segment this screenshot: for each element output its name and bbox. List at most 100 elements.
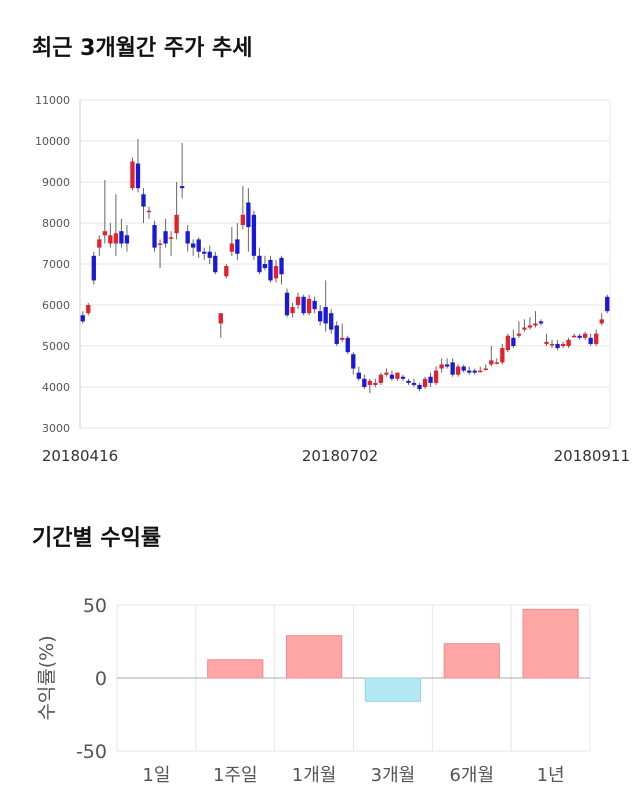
- candle-body: [329, 313, 334, 330]
- candle-body: [389, 374, 395, 379]
- y-tick-label: 9000: [42, 176, 70, 189]
- candle-body: [246, 202, 251, 228]
- candle-body: [489, 360, 494, 365]
- candle-body: [356, 372, 361, 379]
- candle-body: [141, 194, 146, 207]
- candle-body: [218, 313, 223, 324]
- candle-body: [130, 161, 135, 189]
- candle-body: [196, 239, 201, 252]
- candle-body: [395, 372, 400, 379]
- candle-body: [583, 333, 588, 338]
- candle-body: [295, 296, 301, 305]
- y-tick-label: 5000: [42, 340, 70, 353]
- candle-body: [251, 214, 257, 256]
- candle-body: [345, 337, 350, 353]
- return-bar: [522, 608, 579, 679]
- candle-body: [284, 292, 290, 316]
- candle-body: [257, 255, 262, 273]
- candle-body: [527, 325, 533, 328]
- candle-body: [494, 362, 499, 364]
- y-tick-label: -50: [76, 741, 107, 763]
- y-axis-label: 수익률(%): [36, 635, 58, 720]
- candle-body: [428, 376, 433, 383]
- candle-body: [433, 370, 439, 383]
- x-category-label: 1주일: [213, 765, 258, 786]
- candle-body: [544, 341, 549, 344]
- candle-body: [102, 231, 107, 236]
- y-tick-label: 6000: [42, 299, 70, 312]
- candle-body: [549, 343, 555, 346]
- candle-body: [235, 239, 240, 254]
- candle-body: [268, 259, 273, 281]
- candle-body: [334, 325, 339, 344]
- candle-body: [119, 231, 124, 244]
- candle-body: [373, 382, 378, 385]
- candle-body: [594, 333, 599, 344]
- candle-body: [163, 231, 168, 244]
- return-bar: [207, 659, 264, 679]
- candle-body: [174, 214, 179, 234]
- candle-body: [207, 251, 212, 258]
- candle-body: [406, 380, 411, 383]
- candle-body: [516, 333, 522, 336]
- candle-body: [290, 307, 295, 314]
- y-tick-label: 10000: [35, 135, 70, 148]
- candle-body: [571, 335, 577, 338]
- candle-body: [533, 323, 538, 326]
- candle-body: [146, 210, 152, 213]
- y-tick-label: 7000: [42, 258, 70, 271]
- x-category-label: 6개월: [449, 765, 494, 786]
- candle-body: [500, 348, 505, 363]
- y-tick-label: 11000: [35, 94, 70, 107]
- candle-body: [439, 364, 444, 369]
- candle-body: [450, 362, 455, 375]
- candle-body: [483, 368, 488, 371]
- x-category-label: 3개월: [371, 765, 416, 786]
- candle-body: [367, 380, 372, 385]
- candle-body: [599, 319, 604, 324]
- y-tick-label: 4000: [42, 381, 70, 394]
- y-tick-label: 50: [83, 595, 107, 617]
- candle-body: [417, 384, 422, 390]
- period-returns-bar-chart: 50 0 -50 1일 1주일 1개월 3개월 6개월 1년 수익률(%): [36, 595, 591, 786]
- candle-body: [306, 298, 312, 314]
- candle-body: [340, 337, 345, 340]
- y-tick-label: 3000: [42, 422, 70, 435]
- return-bar: [443, 643, 500, 679]
- candle-body: [378, 374, 384, 383]
- candle-body: [522, 327, 527, 330]
- candle-body: [577, 335, 582, 338]
- candle-body: [91, 255, 96, 281]
- candle-body: [560, 343, 566, 346]
- candle-body: [351, 354, 356, 369]
- candle-body: [312, 300, 317, 310]
- return-bar: [364, 677, 422, 702]
- candle-body: [185, 231, 190, 244]
- candle-body: [240, 214, 246, 226]
- candle-body: [467, 370, 472, 373]
- candle-body: [113, 233, 119, 244]
- candle-body: [538, 321, 544, 324]
- candle-body: [108, 235, 113, 244]
- y-tick-label: 0: [95, 668, 107, 690]
- candle-body: [279, 257, 284, 275]
- candle-body: [301, 296, 306, 314]
- candle-body: [135, 163, 141, 189]
- candle-body: [318, 311, 323, 322]
- candle-body: [461, 366, 466, 371]
- candle-body: [362, 378, 367, 387]
- candle-body: [323, 307, 328, 324]
- candle-body: [80, 315, 85, 322]
- candle-body: [86, 305, 91, 314]
- candle-body: [566, 339, 571, 346]
- stock-candlestick-chart: 3000 4000 5000 6000 7000 8000 9000 10000 11000 20…: [35, 94, 630, 465]
- x-tick-label: 20180416: [42, 447, 118, 465]
- candle-body: [224, 266, 229, 277]
- candle-body: [555, 343, 560, 349]
- candle-body: [213, 255, 218, 273]
- x-tick-label: 20180702: [302, 447, 378, 465]
- candle-body: [456, 366, 461, 375]
- candle-body: [444, 364, 450, 367]
- candle-body: [588, 337, 593, 344]
- candle-body: [97, 239, 102, 248]
